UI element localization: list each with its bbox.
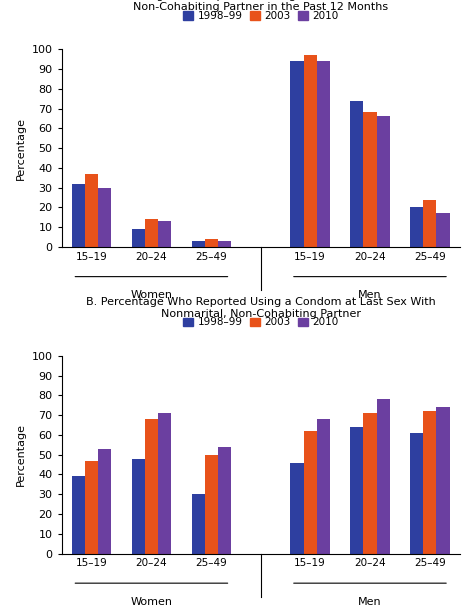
Bar <box>72 477 85 554</box>
Bar <box>145 220 158 247</box>
Bar <box>132 459 145 554</box>
Bar <box>191 241 205 247</box>
Bar <box>218 241 231 247</box>
Bar <box>376 116 390 247</box>
Bar <box>291 61 303 247</box>
Legend: 1998–99, 2003, 2010: 1998–99, 2003, 2010 <box>183 11 338 21</box>
Bar <box>218 446 231 554</box>
Bar <box>410 433 423 554</box>
Bar <box>303 431 317 554</box>
Bar <box>350 101 364 247</box>
Bar <box>98 188 111 247</box>
Bar <box>317 61 330 247</box>
Title: A. Percentage Who Reported Having Sex With a Nonmarital,
Non-Cohabiting Partner : A. Percentage Who Reported Having Sex Wi… <box>93 0 428 12</box>
Text: Men: Men <box>358 290 382 301</box>
Bar <box>364 413 376 554</box>
Bar <box>437 407 450 554</box>
Bar <box>85 174 98 247</box>
Bar <box>350 427 364 554</box>
Bar <box>410 207 423 247</box>
Y-axis label: Percentage: Percentage <box>16 117 26 180</box>
Bar <box>132 229 145 247</box>
Bar <box>145 419 158 554</box>
Bar <box>205 239 218 247</box>
Bar <box>423 411 437 554</box>
Bar <box>317 419 330 554</box>
Bar <box>376 399 390 554</box>
Legend: 1998–99, 2003, 2010: 1998–99, 2003, 2010 <box>183 317 338 327</box>
Text: Women: Women <box>130 597 173 607</box>
Bar <box>437 213 450 247</box>
Title: B. Percentage Who Reported Using a Condom at Last Sex With
Nonmarital, Non-Cohab: B. Percentage Who Reported Using a Condo… <box>86 297 436 319</box>
Bar <box>85 461 98 554</box>
Bar <box>191 494 205 554</box>
Bar <box>158 413 171 554</box>
Bar <box>158 221 171 247</box>
Text: Women: Women <box>130 290 173 301</box>
Bar <box>98 449 111 554</box>
Bar <box>205 454 218 554</box>
Bar <box>364 113 376 247</box>
Text: Men: Men <box>358 597 382 607</box>
Bar <box>303 55 317 247</box>
Bar <box>423 199 437 247</box>
Y-axis label: Percentage: Percentage <box>16 423 26 486</box>
Bar <box>72 184 85 247</box>
Bar <box>291 462 303 554</box>
